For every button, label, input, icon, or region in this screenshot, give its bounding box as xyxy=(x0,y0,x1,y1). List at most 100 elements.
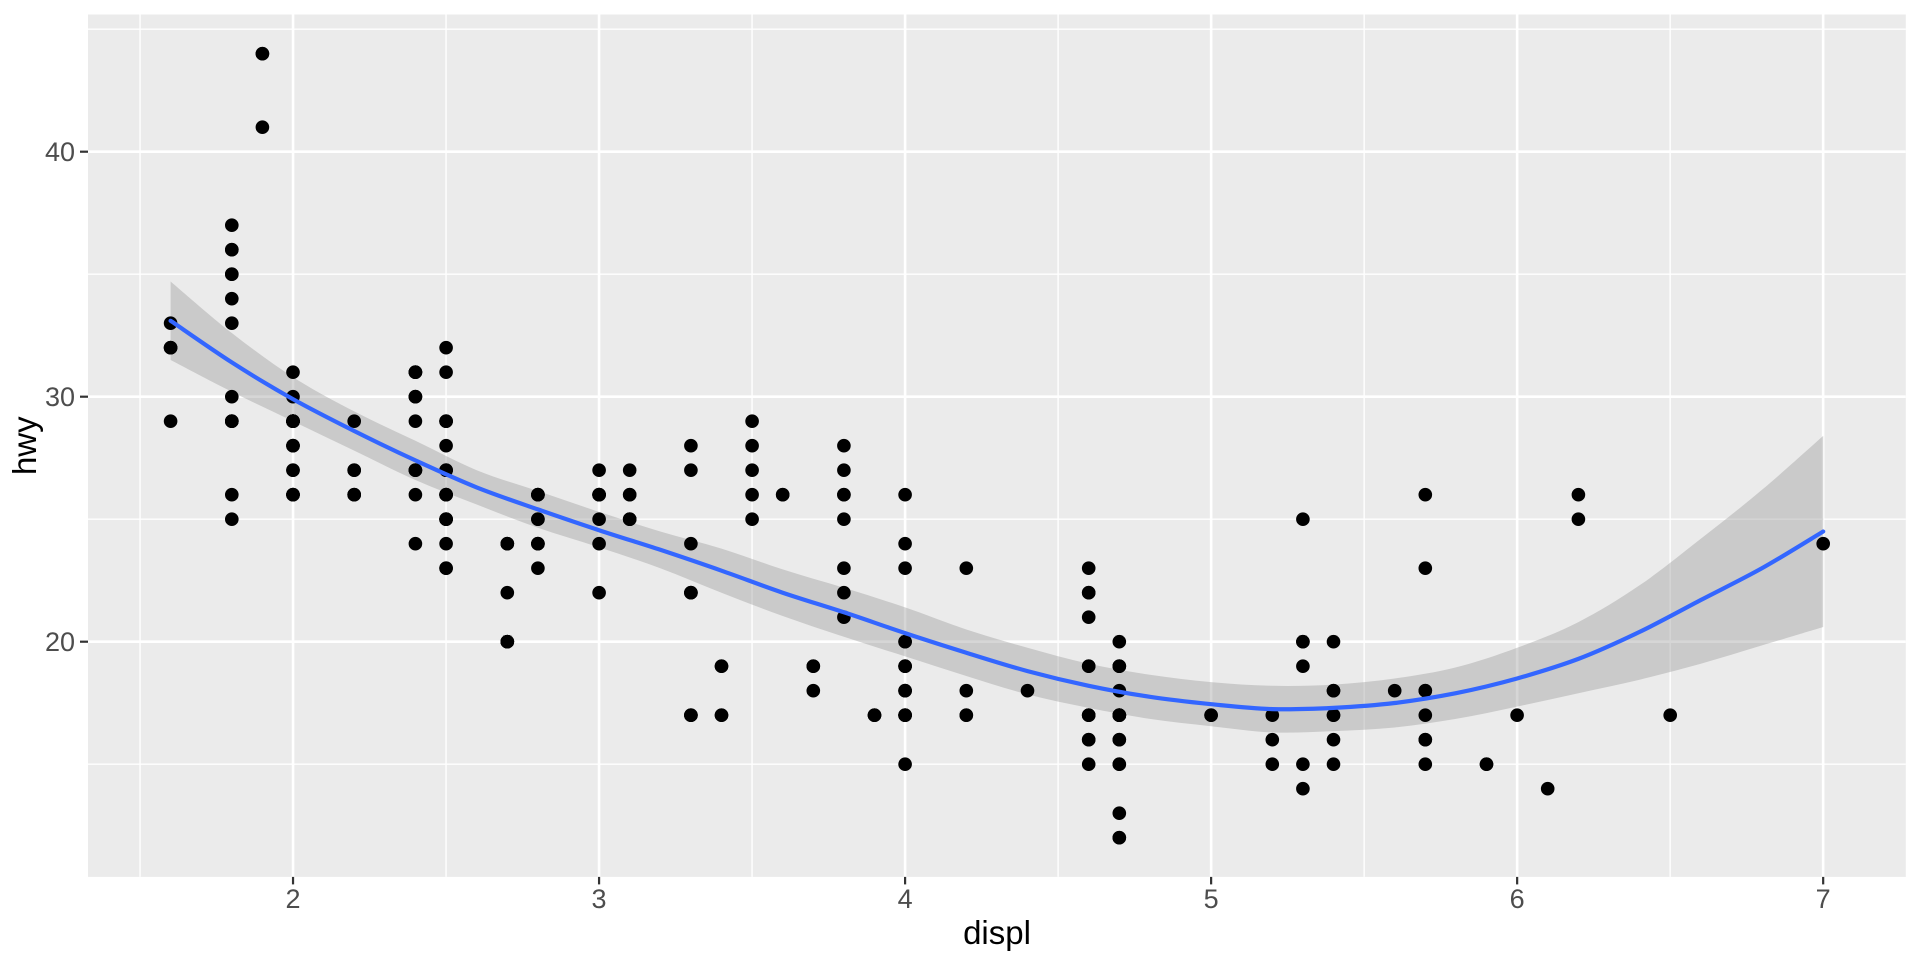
data-point xyxy=(684,463,698,478)
data-point xyxy=(1265,757,1280,771)
data-point xyxy=(286,463,300,478)
data-point xyxy=(898,487,912,502)
data-point xyxy=(1296,781,1310,796)
data-point xyxy=(500,634,515,649)
data-point xyxy=(500,585,515,600)
data-point xyxy=(959,683,974,698)
data-point xyxy=(622,487,637,502)
data-point xyxy=(1296,757,1310,771)
data-point xyxy=(408,365,423,380)
data-point xyxy=(439,561,453,575)
data-point xyxy=(837,487,851,502)
data-point xyxy=(1418,487,1433,502)
data-point xyxy=(592,463,606,478)
data-point xyxy=(1296,659,1310,673)
data-point xyxy=(1081,757,1096,771)
data-point xyxy=(531,487,545,502)
data-point xyxy=(1081,610,1096,624)
data-point xyxy=(1265,708,1280,722)
data-point xyxy=(163,414,178,429)
data-point xyxy=(898,757,912,771)
data-point xyxy=(898,659,912,673)
data-point xyxy=(531,561,545,575)
data-point xyxy=(286,438,300,453)
data-point xyxy=(408,536,423,551)
data-point xyxy=(347,463,362,478)
confidence-band xyxy=(170,281,1824,733)
data-point xyxy=(684,438,698,453)
data-point xyxy=(286,365,300,380)
plot-panel: 2 3 4 5 6 7 20 30 40 xyxy=(45,14,1906,914)
data-point xyxy=(408,414,423,429)
data-point xyxy=(1326,634,1341,649)
data-point xyxy=(1296,634,1310,649)
data-point xyxy=(1112,806,1127,820)
data-point xyxy=(439,414,453,429)
data-point xyxy=(684,536,698,551)
data-point xyxy=(898,634,912,649)
data-point xyxy=(255,46,270,61)
data-point xyxy=(439,487,453,502)
data-point xyxy=(1112,659,1127,673)
data-point xyxy=(714,659,729,673)
data-point xyxy=(1816,536,1830,551)
data-point xyxy=(286,414,300,429)
data-point xyxy=(1571,487,1586,502)
data-point xyxy=(225,242,239,257)
x-axis-title: displ xyxy=(963,914,1031,951)
data-point xyxy=(898,536,912,551)
data-point xyxy=(745,463,759,478)
data-point xyxy=(225,487,239,502)
data-point xyxy=(439,438,453,453)
data-point xyxy=(255,120,270,134)
data-point xyxy=(1510,708,1524,722)
data-point xyxy=(1081,708,1096,722)
data-point xyxy=(1081,561,1096,575)
data-point xyxy=(684,585,698,600)
data-point xyxy=(408,487,423,502)
data-point xyxy=(714,708,729,722)
data-point xyxy=(1112,830,1127,845)
data-point xyxy=(1020,683,1035,698)
data-point xyxy=(745,487,759,502)
data-point xyxy=(1112,708,1127,722)
data-point xyxy=(898,683,912,698)
data-point xyxy=(837,585,851,600)
axis-tick-marks xyxy=(80,150,1825,885)
x-tick-label-4: 4 xyxy=(898,884,913,914)
data-point xyxy=(1418,732,1433,747)
data-point xyxy=(286,487,300,502)
data-point xyxy=(592,487,606,502)
data-point xyxy=(225,316,239,331)
data-point xyxy=(1265,732,1280,747)
data-point xyxy=(1112,757,1127,771)
data-point xyxy=(1296,512,1310,526)
data-point xyxy=(1326,683,1341,698)
data-point xyxy=(531,536,545,551)
data-point xyxy=(1387,683,1402,698)
loess-line xyxy=(168,318,1826,712)
data-point xyxy=(837,561,851,575)
x-tick-label-3: 3 xyxy=(592,884,607,914)
data-point xyxy=(837,463,851,478)
data-point xyxy=(225,414,239,429)
data-point xyxy=(898,561,912,575)
data-point xyxy=(745,438,759,453)
data-point xyxy=(1418,683,1433,698)
data-point xyxy=(806,683,821,698)
data-point xyxy=(1081,732,1096,747)
data-point xyxy=(1571,512,1586,526)
data-point xyxy=(898,708,912,722)
data-point xyxy=(1081,585,1096,600)
data-point xyxy=(1663,708,1677,722)
data-point xyxy=(622,512,637,526)
axis-tick-labels: 2 3 4 5 6 7 20 30 40 xyxy=(45,137,1831,914)
x-tick-label-5: 5 xyxy=(1204,884,1219,914)
data-point xyxy=(1418,561,1433,575)
data-point xyxy=(500,536,515,551)
data-point xyxy=(163,340,178,355)
data-point xyxy=(439,340,453,355)
y-tick-label-30: 30 xyxy=(45,382,75,412)
y-tick-label-40: 40 xyxy=(45,137,75,167)
